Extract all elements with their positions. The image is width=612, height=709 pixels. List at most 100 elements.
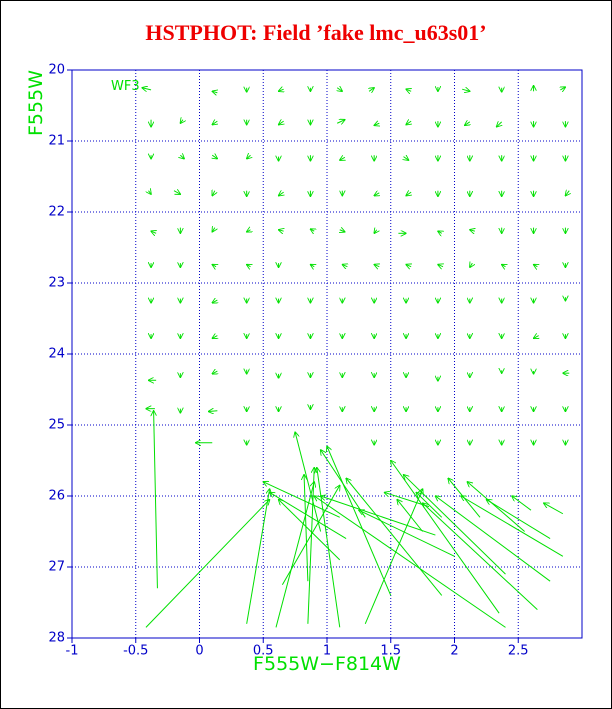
x-tick-label: 0	[195, 644, 203, 659]
arrow	[486, 500, 551, 540]
arrow	[416, 492, 443, 518]
arrow	[374, 193, 379, 196]
arrow	[279, 500, 341, 561]
arrow	[247, 265, 251, 267]
arrow	[374, 123, 379, 125]
arrow	[404, 475, 506, 575]
arrow	[247, 155, 251, 159]
arrow	[391, 461, 500, 614]
arrow	[281, 485, 339, 585]
arrow	[212, 191, 215, 196]
arrow	[151, 231, 156, 233]
arrow	[279, 230, 284, 231]
arrow	[304, 475, 309, 582]
arrow	[397, 500, 424, 532]
arrow	[321, 450, 366, 518]
arrow	[180, 120, 183, 124]
arrow	[340, 230, 345, 232]
arrow	[321, 496, 436, 536]
arrow	[438, 265, 443, 267]
arrow	[560, 87, 565, 90]
arrow	[310, 265, 314, 267]
x-axis-label: F555W−F814W	[253, 653, 401, 675]
arrow	[212, 91, 217, 92]
arrow	[534, 265, 538, 267]
arrow	[212, 121, 217, 125]
x-tick-label: 0.5	[253, 644, 274, 659]
arrow	[275, 482, 314, 628]
y-tick-label: 28	[48, 631, 65, 646]
arrow	[346, 478, 443, 596]
arrow	[406, 89, 411, 91]
arrow	[314, 496, 506, 628]
arrow	[404, 157, 409, 161]
arrow	[142, 88, 152, 90]
arrow	[212, 336, 217, 339]
arrow	[406, 192, 411, 196]
arrow	[406, 265, 411, 267]
arrow	[212, 155, 217, 159]
x-tick-label: 1	[323, 644, 331, 659]
arrow	[279, 121, 284, 125]
arrow	[279, 192, 284, 196]
arrow	[384, 492, 430, 508]
arrow	[270, 492, 347, 540]
x-tick-label: -1	[66, 644, 79, 659]
arrow	[336, 120, 345, 124]
y-tick-label: 26	[48, 489, 65, 504]
arrow	[154, 411, 158, 589]
x-tick-label: 1.5	[380, 644, 401, 659]
arrow	[448, 478, 481, 518]
chart-title: HSTPHOT: Field ’fake lmc_u63s01’	[145, 20, 486, 45]
arrow	[435, 496, 551, 582]
plot-area: -1 -0.5 0 0.5 1 1.5 2 2.5 20 21 22 23 24 25 26 27 28	[48, 63, 583, 659]
arrow	[467, 482, 525, 532]
arrow	[534, 336, 539, 339]
arrow	[470, 263, 473, 267]
arrow	[406, 121, 411, 125]
y-tick-label: 21	[48, 134, 65, 149]
y-tick-label: 22	[48, 205, 65, 220]
axes-frame	[71, 69, 583, 639]
arrow	[337, 88, 342, 92]
arrow	[310, 229, 314, 231]
arrow	[212, 265, 216, 267]
arrow	[342, 265, 347, 267]
y-tick-label: 23	[48, 276, 65, 291]
arrow	[364, 489, 422, 624]
arrow	[369, 88, 374, 92]
arrow	[208, 411, 218, 412]
arrow	[374, 265, 379, 267]
arrow	[212, 300, 217, 303]
arrow	[149, 191, 152, 195]
arrow	[247, 230, 251, 232]
arrow	[263, 482, 340, 518]
x-tick-label: 2.5	[508, 644, 529, 659]
x-tick-label: -0.5	[123, 644, 148, 659]
y-axis-label: F555W	[25, 70, 47, 136]
annotation: WF3	[111, 79, 140, 94]
arrow	[279, 89, 284, 91]
arrow	[502, 265, 506, 267]
arrow	[470, 230, 475, 231]
arrow	[565, 191, 569, 196]
arrow	[359, 510, 455, 557]
arrow	[544, 503, 564, 515]
arrow	[512, 496, 532, 511]
y-tick-label: 24	[48, 347, 65, 362]
arrow	[317, 468, 341, 628]
arrow	[212, 371, 217, 374]
arrow	[462, 89, 470, 91]
arrow	[145, 500, 270, 628]
arrow	[374, 230, 377, 234]
y-tick-label: 20	[48, 63, 65, 78]
arrow	[327, 446, 392, 596]
arrow	[461, 496, 564, 557]
y-tick-label: 27	[48, 560, 65, 575]
arrow	[173, 191, 180, 195]
arrow	[212, 228, 215, 232]
arrow	[180, 155, 184, 159]
arrow	[307, 468, 314, 624]
x-tick-label: 2	[450, 644, 458, 659]
